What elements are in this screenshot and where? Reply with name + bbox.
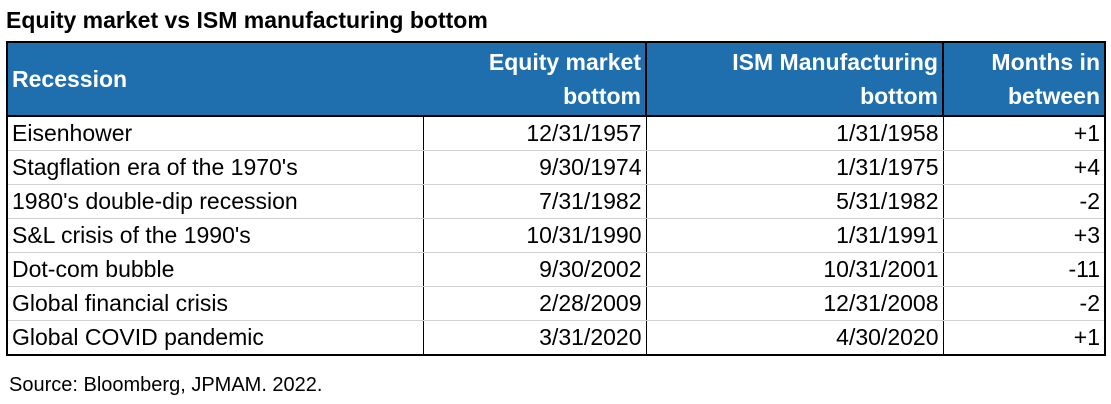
cell-months-between: -2 bbox=[942, 286, 1106, 321]
recession-table: Recession Equity market bottom ISM Manuf… bbox=[6, 41, 1106, 356]
table-row: 1980's double-dip recession 7/31/1982 5/… bbox=[6, 184, 1106, 219]
table-row: Global financial crisis 2/28/2009 12/31/… bbox=[6, 286, 1106, 321]
cell-months-between: +4 bbox=[942, 150, 1106, 185]
cell-ism-bottom: 5/31/1982 bbox=[645, 184, 944, 219]
table-header-row: Recession Equity market bottom ISM Manuf… bbox=[6, 41, 1106, 117]
cell-equity-bottom: 9/30/1974 bbox=[422, 150, 647, 185]
header-ism-bottom: ISM Manufacturing bottom bbox=[646, 41, 944, 117]
header-equity-line1: Equity market bbox=[488, 49, 641, 75]
header-ism-line1: ISM Manufacturing bbox=[732, 49, 938, 75]
cell-months-between: +1 bbox=[942, 320, 1106, 356]
header-months-line2: between bbox=[1007, 83, 1100, 109]
cell-equity-bottom: 9/30/2002 bbox=[422, 252, 647, 287]
cell-recession: 1980's double-dip recession bbox=[6, 184, 424, 219]
header-recession: Recession bbox=[6, 41, 423, 117]
cell-recession: S&L crisis of the 1990's bbox=[6, 218, 424, 253]
cell-equity-bottom: 3/31/2020 bbox=[422, 320, 647, 356]
cell-ism-bottom: 1/31/1975 bbox=[645, 150, 944, 185]
header-equity-line2: bottom bbox=[563, 83, 641, 109]
cell-months-between: +1 bbox=[942, 116, 1106, 151]
cell-recession: Global COVID pandemic bbox=[6, 320, 424, 356]
cell-equity-bottom: 2/28/2009 bbox=[422, 286, 647, 321]
cell-months-between: -2 bbox=[942, 184, 1106, 219]
cell-ism-bottom: 10/31/2001 bbox=[645, 252, 944, 287]
cell-equity-bottom: 10/31/1990 bbox=[422, 218, 647, 253]
cell-recession: Eisenhower bbox=[6, 116, 424, 151]
cell-months-between: -11 bbox=[942, 252, 1106, 287]
cell-equity-bottom: 12/31/1957 bbox=[422, 116, 647, 151]
table-row: Dot-com bubble 9/30/2002 10/31/2001 -11 bbox=[6, 252, 1106, 287]
table-row: Stagflation era of the 1970's 9/30/1974 … bbox=[6, 150, 1106, 185]
cell-ism-bottom: 1/31/1958 bbox=[645, 116, 944, 151]
table-title: Equity market vs ISM manufacturing botto… bbox=[6, 7, 488, 33]
header-ism-line2: bottom bbox=[860, 83, 938, 109]
source-note: Source: Bloomberg, JPMAM. 2022. bbox=[9, 374, 323, 396]
cell-equity-bottom: 7/31/1982 bbox=[422, 184, 647, 219]
table-row: Eisenhower 12/31/1957 1/31/1958 +1 bbox=[6, 116, 1106, 151]
cell-ism-bottom: 1/31/1991 bbox=[645, 218, 944, 253]
table-row: S&L crisis of the 1990's 10/31/1990 1/31… bbox=[6, 218, 1106, 253]
header-months-between: Months in between bbox=[943, 41, 1106, 117]
header-months-line1: Months in bbox=[991, 49, 1100, 75]
cell-recession: Stagflation era of the 1970's bbox=[6, 150, 424, 185]
header-equity-bottom: Equity market bottom bbox=[423, 41, 647, 117]
table-row: Global COVID pandemic 3/31/2020 4/30/202… bbox=[6, 320, 1106, 356]
cell-months-between: +3 bbox=[942, 218, 1106, 253]
cell-recession: Dot-com bubble bbox=[6, 252, 424, 287]
cell-recession: Global financial crisis bbox=[6, 286, 424, 321]
header-recession-label: Recession bbox=[12, 66, 128, 92]
cell-ism-bottom: 4/30/2020 bbox=[645, 320, 944, 356]
cell-ism-bottom: 12/31/2008 bbox=[645, 286, 944, 321]
